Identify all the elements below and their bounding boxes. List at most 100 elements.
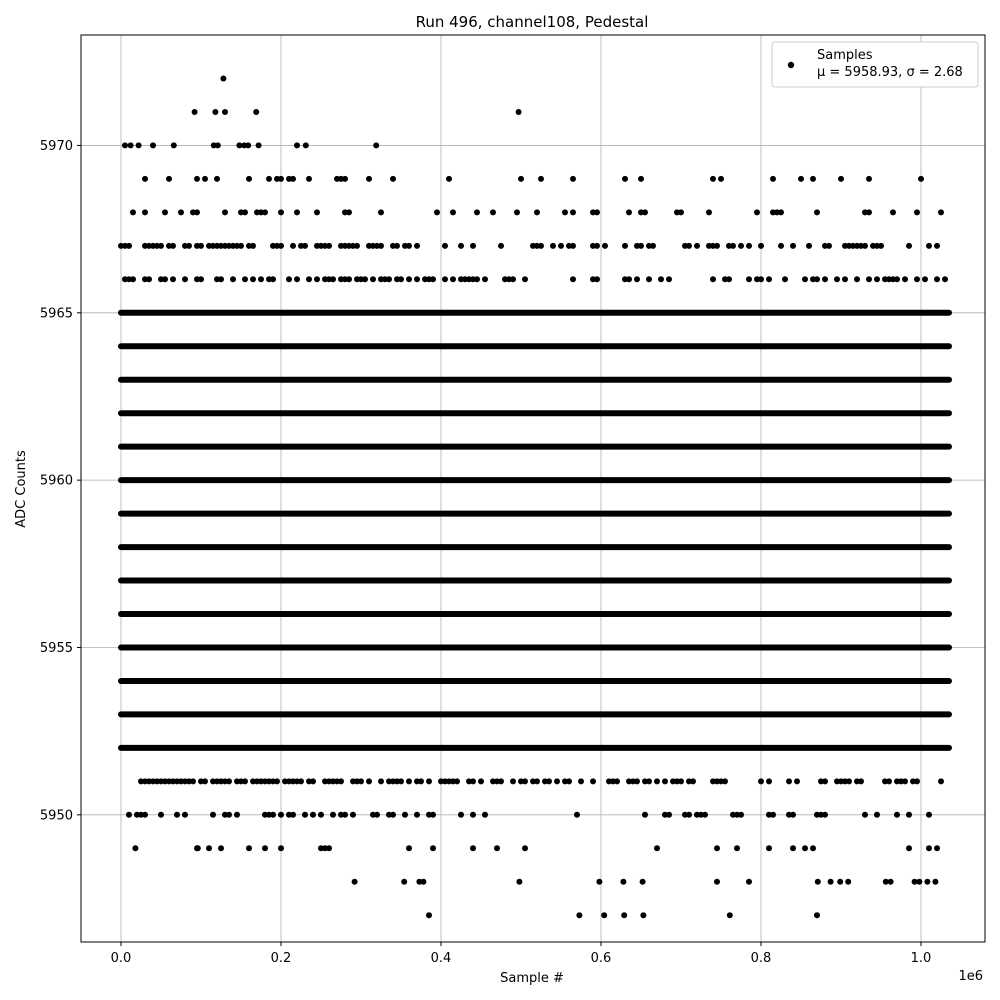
sample-point (906, 242, 912, 249)
sample-point (398, 276, 404, 283)
sample-point (642, 811, 648, 818)
sample-point (594, 242, 600, 249)
sample-point (130, 276, 136, 283)
sample-point (250, 242, 256, 249)
sample-point (646, 276, 652, 283)
sample-point (338, 778, 344, 785)
sample-point (882, 878, 889, 885)
sample-point (186, 242, 192, 249)
sample-point (926, 845, 932, 852)
sample-point (678, 778, 684, 785)
sample-point (406, 778, 412, 785)
sample-point (846, 778, 852, 785)
sample-point (278, 242, 284, 249)
sample-point (596, 878, 603, 885)
sample-point (310, 811, 316, 818)
sample-point (514, 209, 520, 216)
sample-point (566, 778, 572, 785)
sample-point (174, 811, 180, 818)
sample-point (766, 778, 772, 785)
sample-point (938, 778, 944, 785)
sample-point (602, 242, 608, 249)
sample-point (454, 778, 460, 785)
sample-point (570, 175, 576, 182)
sample-point (414, 811, 420, 818)
sample-point (434, 209, 440, 216)
sample-point (150, 142, 156, 149)
sample-point (802, 845, 808, 852)
sample-point (922, 276, 928, 283)
sample-point (576, 912, 583, 919)
sample-point (218, 276, 224, 283)
x-tick-label: 0.8 (751, 951, 772, 966)
sample-point (194, 209, 200, 216)
sample-point (534, 209, 540, 216)
sample-point (926, 242, 932, 249)
sample-point (718, 175, 724, 182)
sample-point (310, 778, 316, 785)
sample-point (250, 276, 256, 283)
sample-point (246, 175, 252, 182)
sample-point (294, 142, 300, 149)
sample-point (722, 778, 728, 785)
sample-point (406, 276, 412, 283)
sample-point (414, 276, 420, 283)
sample-point (538, 175, 544, 182)
sample-point (302, 811, 308, 818)
sample-point (370, 276, 376, 283)
sample-point (887, 878, 894, 885)
sample-point (242, 209, 248, 216)
sample-point (298, 778, 304, 785)
sample-point (702, 811, 708, 818)
sample-point (270, 811, 276, 818)
sample-point (294, 276, 300, 283)
sample-point (162, 209, 168, 216)
sample-point (222, 109, 228, 115)
sample-point (326, 242, 332, 249)
sample-point (210, 811, 216, 818)
sample-point (778, 242, 784, 249)
sample-point (366, 778, 372, 785)
sample-point (730, 242, 736, 249)
sample-point (386, 276, 392, 283)
sample-point (640, 912, 647, 919)
sample-point (906, 845, 912, 852)
sample-point (474, 276, 480, 283)
sample-point (378, 778, 384, 785)
sample-point (686, 242, 692, 249)
sample-point (802, 276, 808, 283)
axes-frame (80, 34, 986, 943)
sample-point (766, 845, 772, 852)
sample-point (626, 209, 632, 216)
sample-point (430, 845, 436, 852)
sample-point (470, 242, 476, 249)
sample-point (758, 242, 764, 249)
sample-point (522, 845, 528, 852)
sample-point (916, 878, 923, 885)
legend-marker (787, 61, 795, 69)
sample-point (790, 811, 796, 818)
sample-point (738, 811, 744, 818)
sample-point (562, 209, 568, 216)
sample-point (430, 276, 436, 283)
chart-title: Run 496, channel108, Pedestal (416, 13, 649, 31)
sample-point (666, 811, 672, 818)
sample-point (122, 142, 128, 149)
sample-point (746, 276, 752, 283)
sample-point (258, 276, 264, 283)
sample-point (601, 912, 608, 919)
sample-point (214, 142, 221, 149)
sample-point (934, 845, 940, 852)
sample-point (394, 242, 400, 249)
sample-point (594, 276, 600, 283)
sample-point (890, 209, 896, 216)
sample-point (814, 276, 820, 283)
sample-point (690, 778, 696, 785)
sample-point (790, 845, 796, 852)
sample-point (290, 175, 296, 182)
sample-point (190, 778, 196, 785)
sample-point (226, 778, 232, 785)
sample-point (202, 778, 208, 785)
sample-point (906, 811, 912, 818)
